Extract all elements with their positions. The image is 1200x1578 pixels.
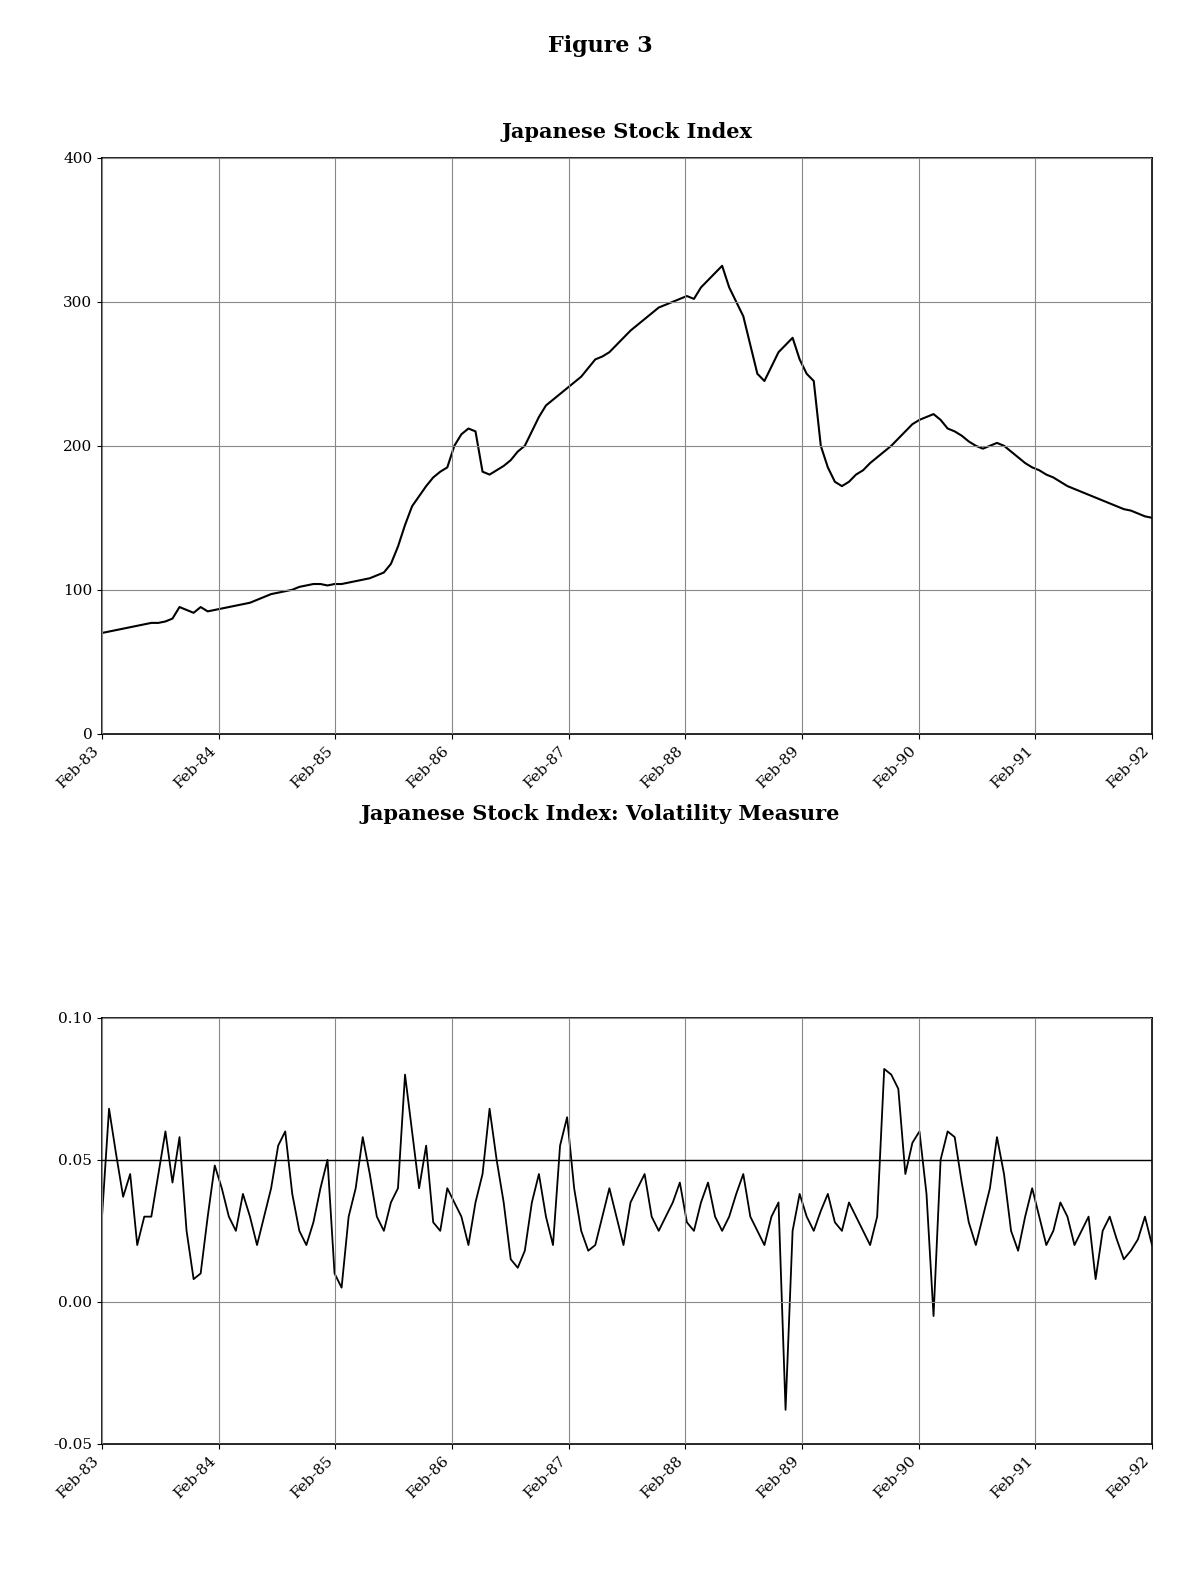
Text: Japanese Stock Index: Volatility Measure: Japanese Stock Index: Volatility Measure (360, 803, 840, 824)
Title: Japanese Stock Index: Japanese Stock Index (502, 123, 752, 142)
Text: Figure 3: Figure 3 (547, 35, 653, 57)
